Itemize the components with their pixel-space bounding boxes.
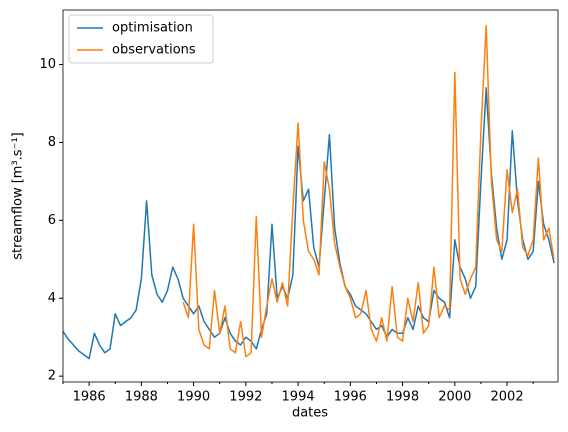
x-axis-label: dates — [292, 406, 328, 421]
y-tick-label: 8 — [48, 135, 56, 150]
legend-box — [68, 14, 214, 64]
x-tick-label: 1994 — [282, 390, 315, 405]
x-tick-label: 2000 — [438, 390, 471, 405]
y-tick-label: 10 — [39, 57, 56, 72]
y-tick-label: 2 — [48, 369, 56, 384]
y-tick-label: 4 — [48, 291, 56, 306]
x-tick-label: 1986 — [73, 390, 106, 405]
x-tick-label: 1992 — [229, 390, 262, 405]
plot-frame — [62, 9, 559, 383]
data-line — [182, 24, 555, 358]
legend-label: observations — [112, 43, 196, 58]
legend-label: optimisation — [112, 21, 193, 36]
y-tick-label: 6 — [48, 213, 56, 228]
data-line — [62, 87, 555, 360]
x-tick-label: 1988 — [125, 390, 158, 405]
x-tick-label: 1990 — [177, 390, 210, 405]
x-tick-label: 1996 — [334, 390, 367, 405]
y-axis-label: streamflow [m³.s⁻¹] — [11, 132, 26, 259]
x-tick-label: 1998 — [386, 390, 419, 405]
x-tick-label: 2002 — [491, 390, 524, 405]
